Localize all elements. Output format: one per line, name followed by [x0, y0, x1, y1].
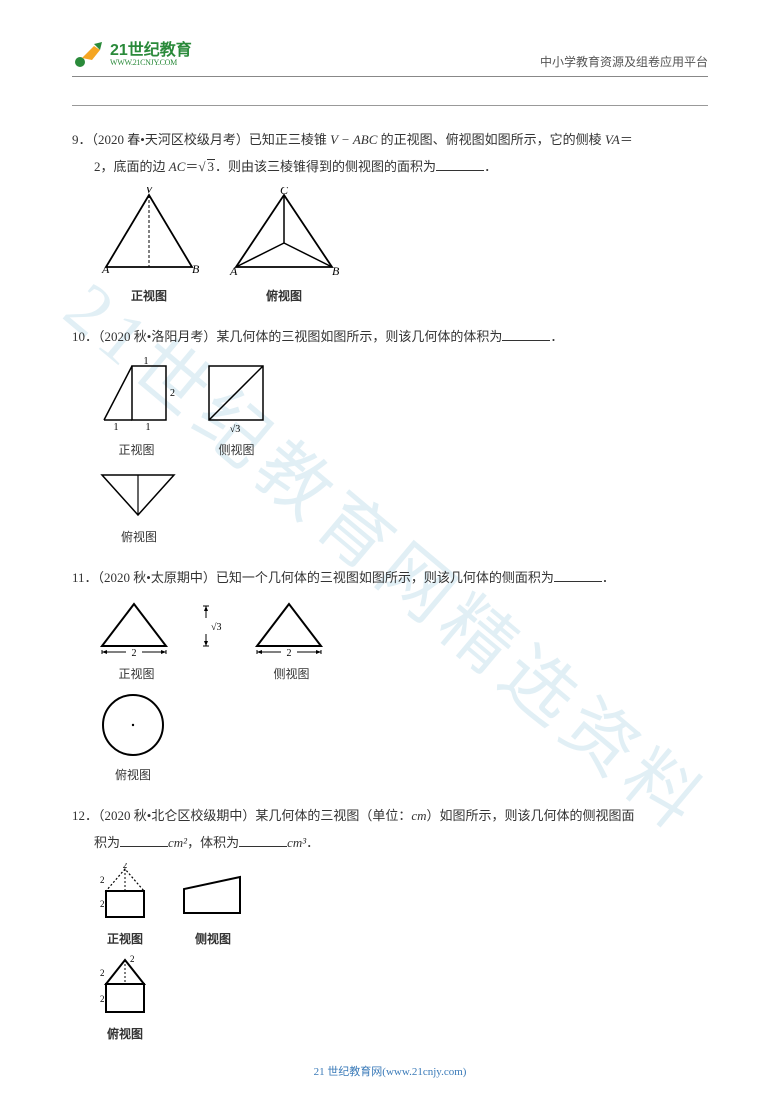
question-11: 11．（2020 秋•太原期中）已知一个几何体的三视图如图所示，则该几何体的侧面…: [72, 564, 708, 788]
logo-icon: [72, 40, 106, 70]
svg-text:2: 2: [100, 899, 105, 909]
q9-fig-front: V A B 正视图: [94, 187, 204, 309]
svg-text:1: 1: [114, 422, 119, 433]
page-content: 21世纪教育 WWW.21CNJY.COM 中小学教育资源及组卷应用平台 9．（…: [0, 0, 780, 1091]
q9-l2c: ＝: [185, 159, 198, 174]
svg-text:B: B: [332, 264, 340, 278]
q11-period: ．: [602, 570, 615, 585]
question-9: 9．（2020 春•天河区校级月考）已知正三棱锥 V − ABC 的正视图、俯视…: [72, 126, 708, 309]
question-10: 10．（2020 秋•洛阳月考）某几何体的三视图如图所示，则该几何体的体积为． …: [72, 323, 708, 551]
header-tagline: 中小学教育资源及组卷应用平台: [540, 53, 708, 70]
svg-text:B: B: [192, 262, 200, 276]
q12-unit: cm: [411, 808, 426, 823]
svg-text:C: C: [280, 187, 289, 197]
q10-fig-top: 俯视图: [94, 467, 184, 550]
q11-height-dim: √3: [199, 600, 229, 650]
q12-u2: cm³: [287, 835, 306, 850]
q12-t1: 某几何体的三视图（单位：: [255, 808, 411, 823]
q11-fig-top: 俯视图: [94, 691, 172, 788]
q12-l2a: 积为: [94, 835, 120, 850]
svg-text:2: 2: [132, 648, 137, 659]
q12-top-cap: 俯视图: [107, 1022, 143, 1047]
q10-num: 10．: [72, 329, 98, 344]
q12-period: ．: [306, 835, 319, 850]
q10-fig-side: √3 侧视图: [199, 356, 274, 463]
svg-text:V: V: [145, 187, 154, 196]
q9-t3: ＝: [620, 132, 633, 147]
q9-source: （2020 春•天河区校级月考）: [92, 132, 249, 147]
svg-text:2: 2: [100, 968, 105, 978]
logo: 21世纪教育 WWW.21CNJY.COM: [72, 40, 192, 70]
q10-front-cap: 正视图: [118, 438, 154, 463]
q10-blank: [502, 327, 550, 341]
svg-text:√3: √3: [211, 622, 222, 633]
q11-front-cap: 正视图: [118, 662, 154, 687]
q9-l2a: 2，底面的边: [94, 159, 169, 174]
q11-fig-side: 2 侧视图: [249, 598, 334, 687]
svg-text:1: 1: [146, 422, 151, 433]
q11-fig-front: 2 正视图: [94, 598, 179, 687]
q9-radical: √: [198, 159, 205, 174]
q11-num: 11．: [72, 570, 98, 585]
svg-text:A: A: [101, 262, 110, 276]
q10-source: （2020 秋•洛阳月考）: [98, 329, 216, 344]
q12-fig-top: 2 2 2 俯视图: [94, 954, 156, 1047]
q12-fig-front: 2 2 2 正视图: [94, 863, 156, 952]
q9-e2: VA: [605, 132, 620, 147]
q12-t2: ）如图所示，则该几何体的侧视图面: [427, 808, 635, 823]
question-12: 12．（2020 秋•北仑区校级期中）某几何体的三视图（单位：cm）如图所示，则…: [72, 802, 708, 1047]
logo-main-text: 21世纪教育: [110, 43, 192, 59]
svg-text:2: 2: [123, 863, 128, 870]
q9-fig-top: C A B 俯视图: [224, 187, 344, 309]
q9-l2d: ．则由该三棱锥得到的侧视图的面积为: [215, 159, 436, 174]
q9-t1: 已知正三棱锥: [249, 132, 330, 147]
q9-l2b: AC: [169, 159, 186, 174]
q12-front-cap: 正视图: [107, 927, 143, 952]
svg-text:2: 2: [170, 388, 175, 399]
q10-fig-front: 1 2 1 1 正视图: [94, 356, 179, 463]
q10-top-cap: 俯视图: [121, 525, 157, 550]
page-header: 21世纪教育 WWW.21CNJY.COM 中小学教育资源及组卷应用平台: [72, 40, 708, 77]
q11-source: （2020 秋•太原期中）: [98, 570, 216, 585]
q12-source: （2020 秋•北仑区校级期中）: [98, 808, 255, 823]
svg-text:√3: √3: [230, 424, 241, 435]
q12-side-cap: 侧视图: [195, 927, 231, 952]
q12-l2b: ，体积为: [187, 835, 239, 850]
svg-text:2: 2: [100, 994, 105, 1004]
q9-t2: 的正视图、俯视图如图所示，它的侧棱: [377, 132, 605, 147]
q9-sqrtval: 3: [207, 159, 216, 173]
q11-text: 已知一个几何体的三视图如图所示，则该几何体的侧面积为: [216, 570, 554, 585]
q10-text: 某几何体的三视图如图所示，则该几何体的体积为: [216, 329, 502, 344]
svg-text:1: 1: [144, 356, 149, 367]
q9-period: ．: [484, 159, 497, 174]
q9-num: 9．: [72, 132, 92, 147]
svg-text:2: 2: [130, 954, 135, 964]
q12-blank2: [239, 833, 287, 847]
q11-top-cap: 俯视图: [115, 763, 151, 788]
q12-blank1: [120, 833, 168, 847]
q9-fig1-cap: 正视图: [131, 284, 167, 309]
q12-num: 12．: [72, 808, 98, 823]
q12-u1: cm²: [168, 835, 187, 850]
q9-blank: [436, 157, 484, 171]
svg-text:2: 2: [287, 648, 292, 659]
q9-fig2-cap: 俯视图: [266, 284, 302, 309]
logo-sub-text: WWW.21CNJY.COM: [110, 59, 192, 67]
svg-text:A: A: [229, 264, 238, 278]
q10-period: ．: [550, 329, 563, 344]
q12-fig-side: 侧视图: [176, 869, 250, 952]
q11-blank: [554, 568, 602, 582]
q9-e1: V − ABC: [330, 132, 377, 147]
q10-side-cap: 侧视图: [218, 438, 254, 463]
q11-side-cap: 侧视图: [273, 662, 309, 687]
svg-text:2: 2: [100, 875, 105, 885]
header-rule: [72, 105, 708, 106]
